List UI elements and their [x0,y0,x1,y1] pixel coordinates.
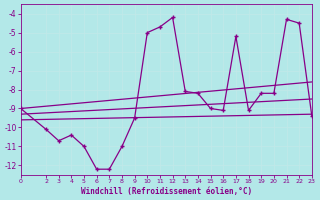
X-axis label: Windchill (Refroidissement éolien,°C): Windchill (Refroidissement éolien,°C) [81,187,252,196]
